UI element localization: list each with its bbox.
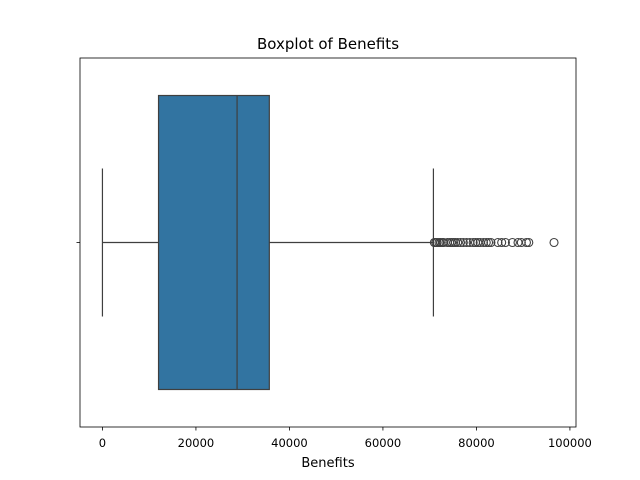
chart-title: Boxplot of Benefits (257, 35, 399, 53)
x-tick-label: 20000 (178, 436, 215, 450)
outlier-point (455, 237, 466, 248)
outlier-point (462, 237, 472, 248)
outlier-point (484, 237, 494, 248)
outlier-point (453, 237, 463, 248)
interquartile-box (157, 94, 270, 391)
outlier-point (500, 237, 510, 248)
outlier-point (468, 237, 478, 248)
outlier-point (458, 237, 468, 248)
x-tick-label: 0 (99, 436, 106, 450)
outlier-point (524, 237, 534, 248)
outlier-point (481, 237, 491, 248)
x-axis-ticks: 0 20000 40000 60000 80000 100000 (99, 427, 592, 450)
outlier-point (507, 237, 517, 248)
outlier-point (549, 237, 559, 248)
plot-area (101, 94, 559, 391)
x-tick-label: 60000 (365, 436, 402, 450)
outlier-point (521, 237, 531, 248)
x-tick-label: 80000 (458, 436, 495, 450)
x-axis-label: Benefits (301, 456, 354, 471)
outlier-point (486, 237, 496, 248)
x-tick-label: 40000 (271, 436, 308, 450)
outlier-point (497, 237, 507, 248)
x-tick-label: 100000 (548, 436, 592, 450)
